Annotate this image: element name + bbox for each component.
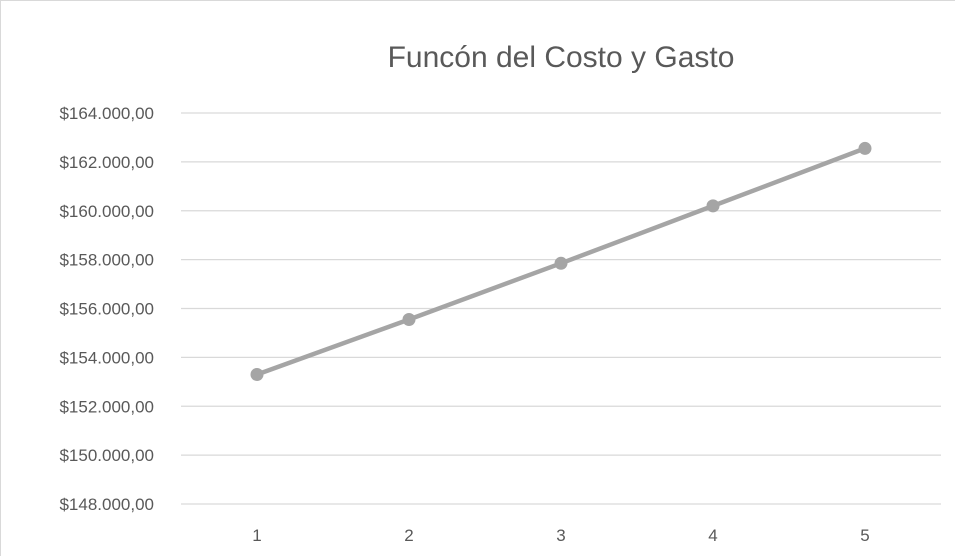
x-tick-label: 3 — [556, 526, 565, 545]
y-tick-label: $162.000,00 — [59, 153, 154, 172]
y-axis-tick-labels: $148.000,00 $150.000,00 $152.000,00 $154.00… — [59, 104, 154, 514]
y-tick-label: $158.000,00 — [59, 251, 154, 270]
x-tick-label: 2 — [404, 526, 413, 545]
data-point-marker — [250, 367, 264, 381]
data-point-marker — [402, 312, 416, 326]
y-tick-label: $148.000,00 — [59, 495, 154, 514]
x-tick-label: 5 — [860, 526, 869, 545]
data-point-marker — [858, 141, 872, 155]
data-point-marker — [706, 199, 720, 213]
chart-title: Funcón del Costo y Gasto — [387, 41, 735, 74]
y-tick-label: $156.000,00 — [59, 300, 154, 319]
x-tick-label: 4 — [708, 526, 717, 545]
gridlines — [181, 112, 941, 505]
y-tick-label: $160.000,00 — [59, 202, 154, 221]
y-tick-label: $154.000,00 — [59, 348, 154, 367]
y-tick-label: $164.000,00 — [59, 104, 154, 123]
y-tick-label: $150.000,00 — [59, 446, 154, 465]
series-group — [250, 141, 872, 381]
x-axis-tick-labels: 1 2 3 4 5 — [252, 526, 869, 545]
data-point-marker — [554, 256, 568, 270]
x-tick-label: 1 — [252, 526, 261, 545]
y-tick-label: $152.000,00 — [59, 397, 154, 416]
